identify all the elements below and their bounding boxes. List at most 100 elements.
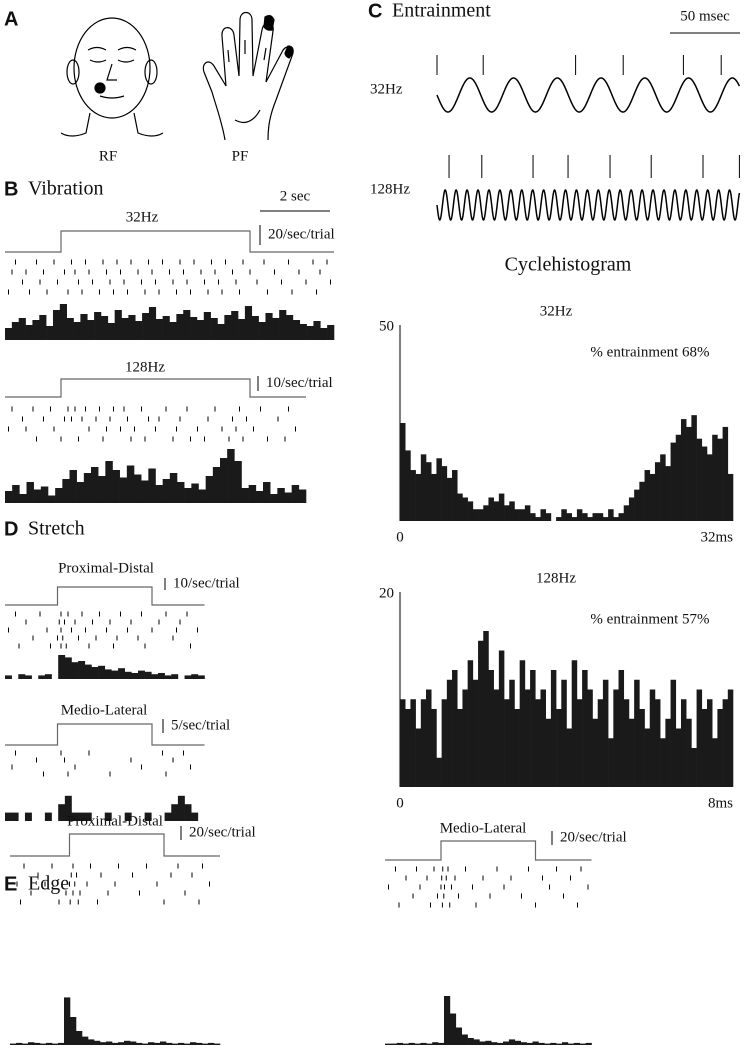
psth-bar <box>148 468 156 503</box>
psth-bar <box>155 485 163 503</box>
panel-title: Edge <box>28 873 69 895</box>
x-tick-label: 32ms <box>700 529 733 545</box>
cycle-histogram-bar <box>582 513 588 521</box>
cycle-histogram-bar <box>660 454 666 521</box>
psth-bar <box>178 1042 185 1045</box>
cycle-histogram-bar <box>675 728 682 787</box>
cycle-histogram-bar <box>597 513 604 521</box>
psth-bar <box>585 1042 592 1045</box>
psth-bar <box>144 671 152 679</box>
cycle-histogram-bar <box>530 513 536 521</box>
psth-bar <box>5 812 12 821</box>
psth-bar <box>298 489 307 503</box>
cycle-histogram-bar <box>566 728 573 787</box>
cycle-histogram-bar <box>686 426 692 521</box>
psth-bar <box>91 667 99 679</box>
cycle-histogram-bar <box>467 660 474 787</box>
rate-scale-label: 5/sec/trial <box>171 717 230 733</box>
cycle-histogram-bar <box>457 709 463 787</box>
psth-bar <box>100 316 109 340</box>
psth-bar <box>444 996 451 1045</box>
x-tick-label: 8ms <box>708 795 733 811</box>
y-tick-label: 50 <box>379 318 394 334</box>
psth-bar <box>104 669 112 679</box>
cycle-histogram-bar <box>576 509 583 521</box>
psth-bar <box>177 482 185 503</box>
psth-bar <box>562 1042 569 1045</box>
psth-bar <box>272 318 280 340</box>
cycle-histogram-bar <box>634 679 640 787</box>
panel-title: Vibration <box>28 178 103 200</box>
psth-bar <box>48 495 56 503</box>
cycle-histogram-bar <box>436 757 442 787</box>
cycle-histogram-bar <box>519 509 526 521</box>
entrainment-annotation: % entrainment 57% <box>590 611 709 627</box>
cycle-histogram-bar <box>654 462 661 521</box>
psth-bar <box>144 812 152 821</box>
cycle-histogram-bar <box>571 660 578 787</box>
psth-bar <box>313 321 321 340</box>
condition-title: Medio-Lateral <box>61 702 148 718</box>
psth-bar <box>292 320 301 340</box>
drawing-label: PF <box>232 148 249 164</box>
psth-bar <box>270 494 278 503</box>
psth-bar <box>98 476 106 503</box>
psth-bar <box>408 1042 415 1045</box>
psth-bar <box>212 467 221 503</box>
entrainment-annotation: % entrainment 68% <box>590 344 709 360</box>
cycle-histogram-bar <box>545 513 552 521</box>
cycle-histogram-bar <box>478 509 484 521</box>
rate-scale-label: 20/sec/trial <box>560 829 627 845</box>
cycle-histogram-bar <box>415 473 422 521</box>
psth-bar <box>151 674 159 679</box>
panel-letter: D <box>4 518 18 540</box>
psth-bar <box>71 662 79 679</box>
cycle-histogram-bar <box>613 689 619 787</box>
psth-bar <box>39 315 47 340</box>
cycle-histogram-bar <box>524 689 531 787</box>
cycle-histogram-bar <box>478 640 484 787</box>
frequency-label: 128Hz <box>370 181 410 197</box>
cycle-histogram-bar <box>618 670 625 787</box>
cycle-histogram-bar <box>717 709 723 787</box>
psth-bar <box>91 467 99 503</box>
psth-bar <box>198 489 206 503</box>
cycle-histogram-bar <box>462 689 468 787</box>
cycle-histogram-bar <box>504 505 510 521</box>
cycle-histogram-bar <box>431 473 437 521</box>
cycle-histogram-bar <box>405 450 411 521</box>
psth-bar <box>112 470 120 503</box>
psth-bar <box>134 474 142 503</box>
psth-bar <box>220 458 228 503</box>
cycle-histogram-bar <box>628 497 635 521</box>
cycle-histogram-bar <box>701 709 708 787</box>
condition-title: Medio-Lateral <box>440 820 527 836</box>
psth-bar <box>171 804 179 821</box>
psth-bar <box>438 1042 445 1045</box>
psth-bar <box>32 320 40 340</box>
psth-bar <box>106 1041 113 1045</box>
psth-bar <box>135 321 143 340</box>
psth-bar <box>58 804 66 821</box>
cycle-histogram-bar <box>644 470 651 521</box>
cycle-histogram-bar <box>680 699 687 787</box>
cycle-histogram-bar <box>649 689 656 787</box>
psth-bar <box>11 812 19 821</box>
psth-bar <box>190 317 198 340</box>
psth-bar <box>94 312 102 340</box>
psth-bar <box>449 1013 457 1045</box>
psth-bar <box>73 322 81 340</box>
psth-bar <box>126 465 135 503</box>
psth-bar <box>128 315 136 340</box>
psth-bar <box>485 1040 492 1045</box>
panel-letter: C <box>368 0 382 22</box>
cycle-histogram-bar <box>597 699 604 787</box>
stimulus-trace <box>385 840 592 861</box>
psth-bar <box>183 310 191 340</box>
psth-bar <box>25 325 33 340</box>
cycle-histogram-bar <box>660 738 666 787</box>
cycle-histogram-bar <box>493 501 500 521</box>
psth-bar <box>550 1042 557 1045</box>
cycle-histogram-bar <box>483 631 489 787</box>
psth-bar <box>83 473 92 503</box>
